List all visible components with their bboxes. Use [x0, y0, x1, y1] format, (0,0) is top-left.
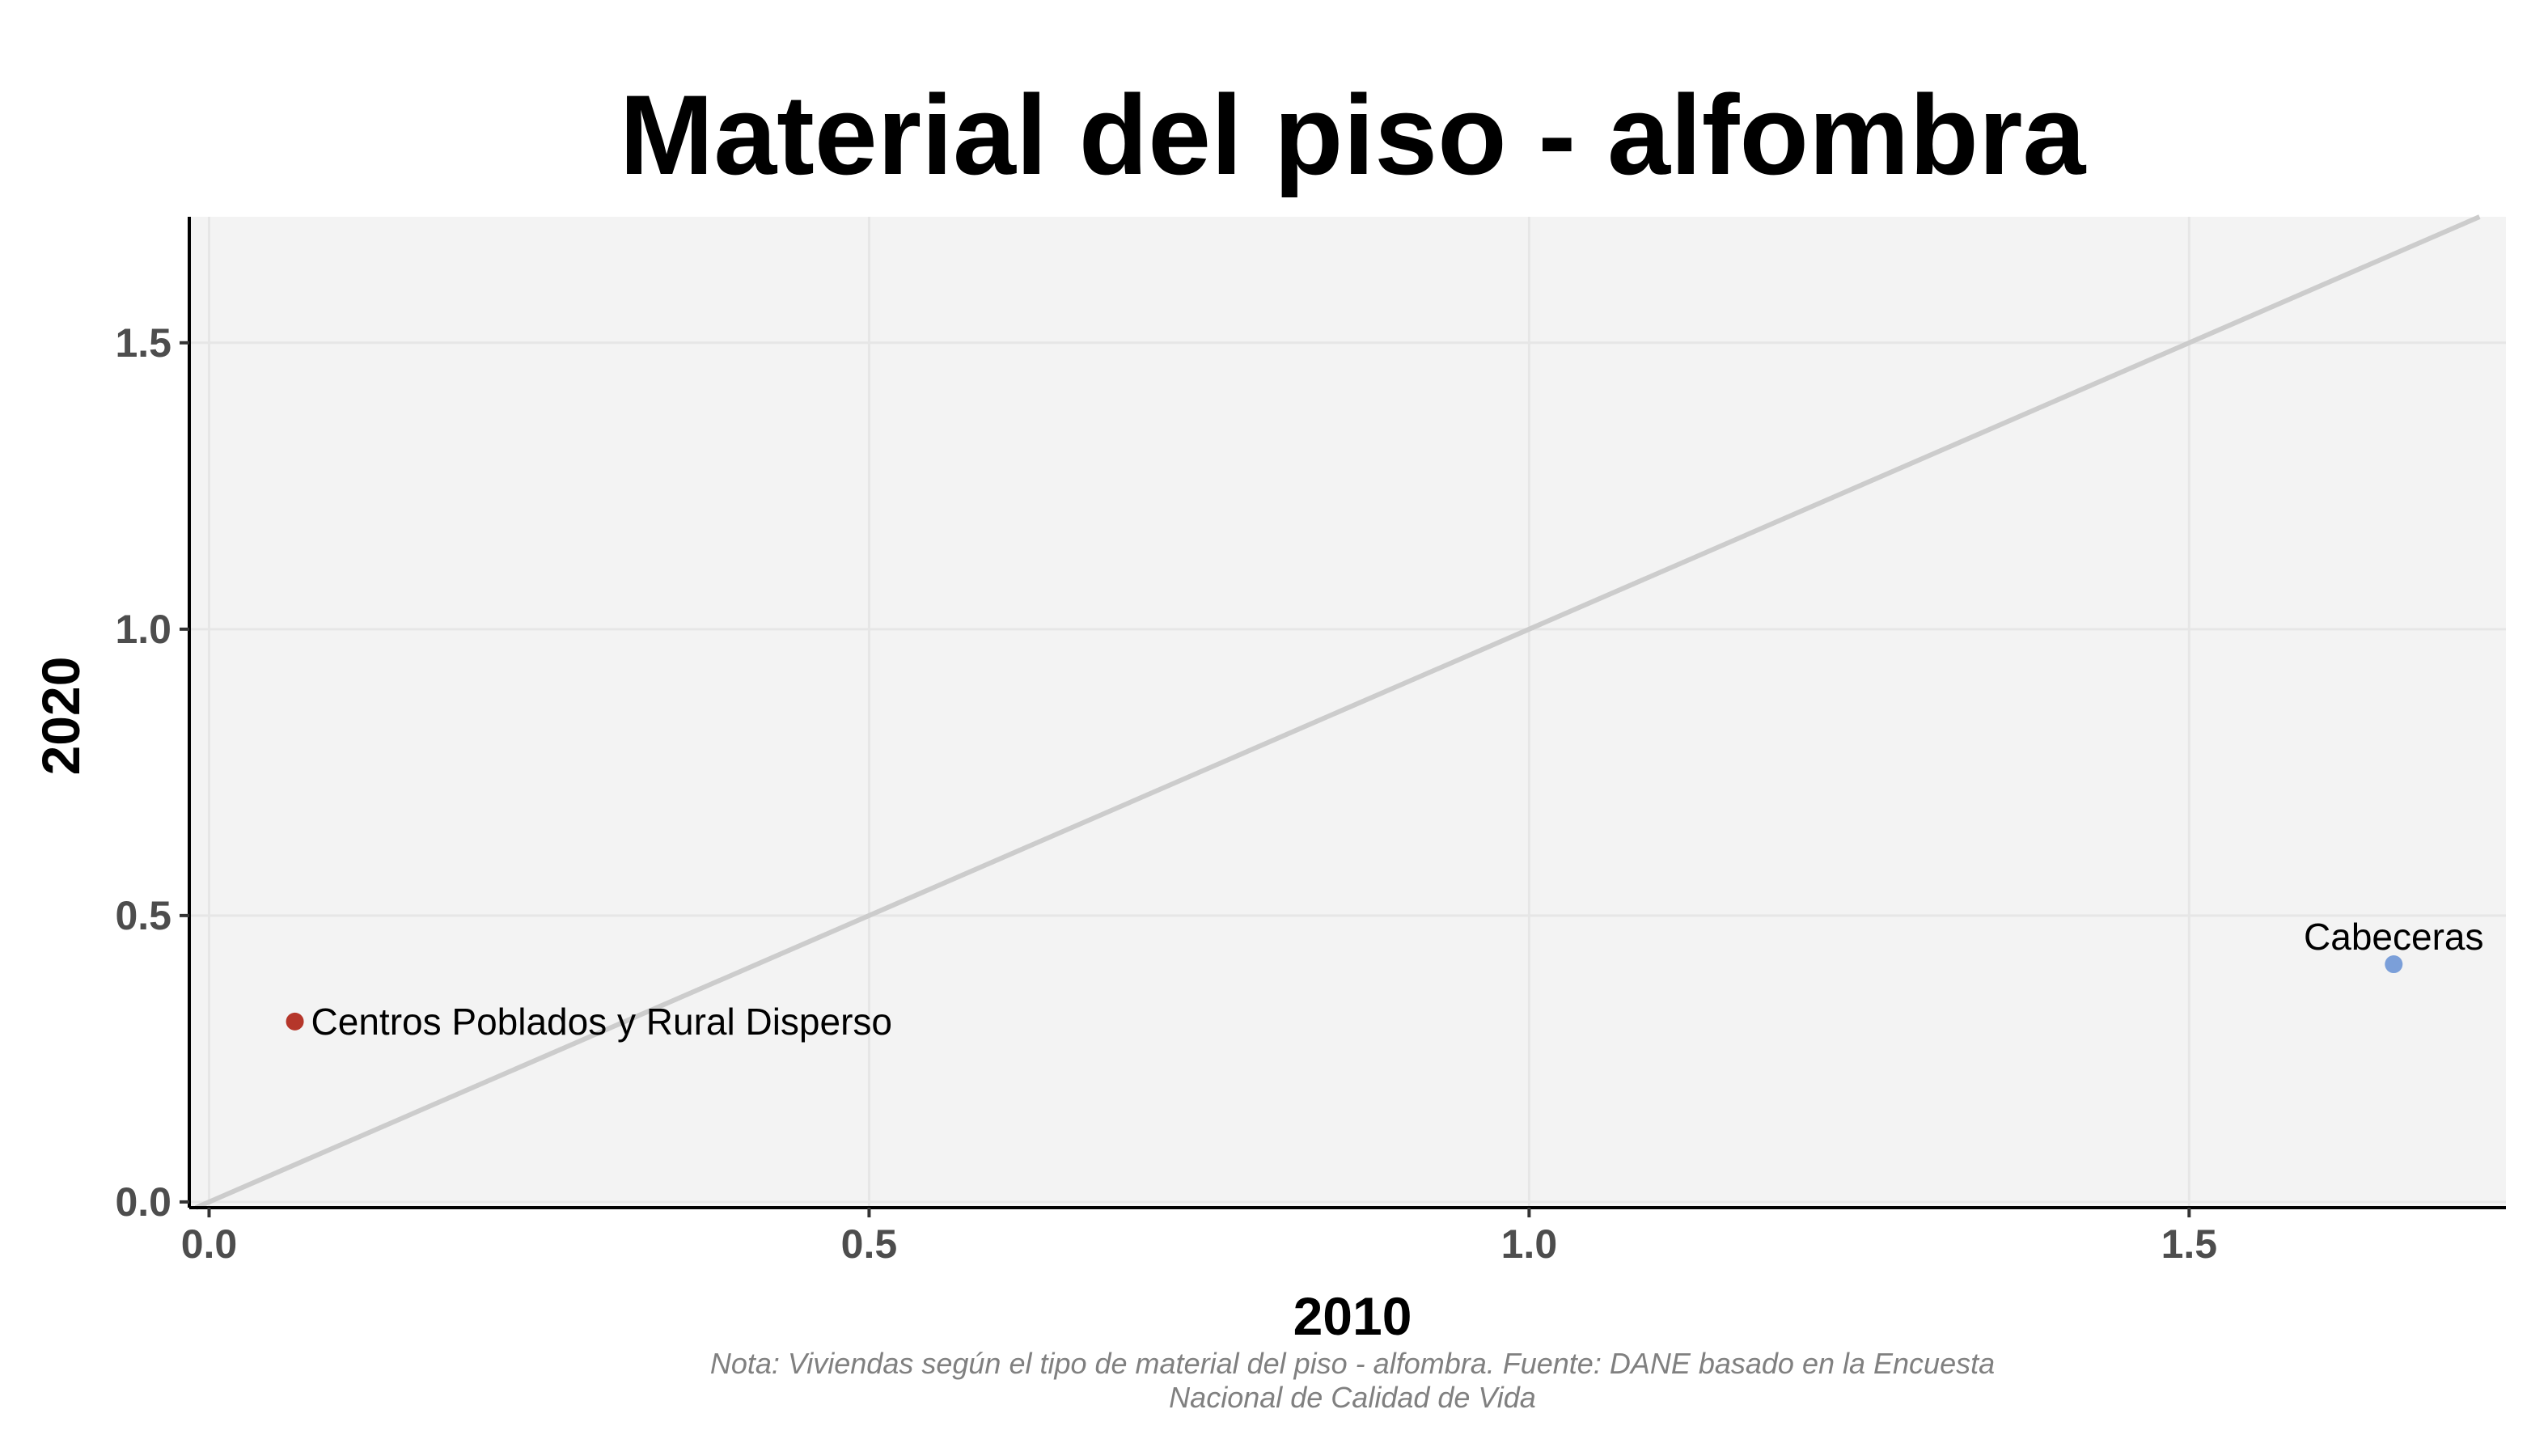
y-tick-label: 0.5: [115, 893, 171, 938]
y-tick-label: 1.0: [115, 607, 171, 652]
x-tick-label: 0.0: [181, 1221, 238, 1267]
y-axis-title: 2020: [31, 657, 91, 776]
data-point-label: Cabeceras: [2304, 916, 2483, 958]
x-tick-label: 1.5: [2161, 1221, 2218, 1267]
tick-labels: 0.0 0.5 1.0 1.5 0.0 0.5 1.0 1.5: [115, 320, 2217, 1267]
y-tick-label: 0.0: [115, 1179, 171, 1225]
x-axis-title: 2010: [1293, 1286, 1412, 1346]
axes: [188, 217, 2506, 1209]
y-tick-label: 1.5: [115, 320, 171, 366]
x-tick-label: 1.0: [1501, 1221, 1558, 1267]
data-point: [2385, 955, 2403, 974]
data-point: [286, 1012, 304, 1031]
gridlines: [189, 217, 2506, 1208]
data-point-label: Centros Poblados y Rural Disperso: [311, 1001, 892, 1043]
x-tick-label: 0.5: [841, 1221, 898, 1267]
footnote-line-2: Nacional de Calidad de Vida: [1169, 1381, 1536, 1414]
data-points: Centros Poblados y Rural Disperso Cabecer…: [286, 916, 2484, 1043]
footnote-line-1: Nota: Viviendas según el tipo de materia…: [710, 1347, 1995, 1380]
chart-title: Material del piso - alfombra: [620, 71, 2087, 198]
reference-line: [194, 214, 2481, 1210]
